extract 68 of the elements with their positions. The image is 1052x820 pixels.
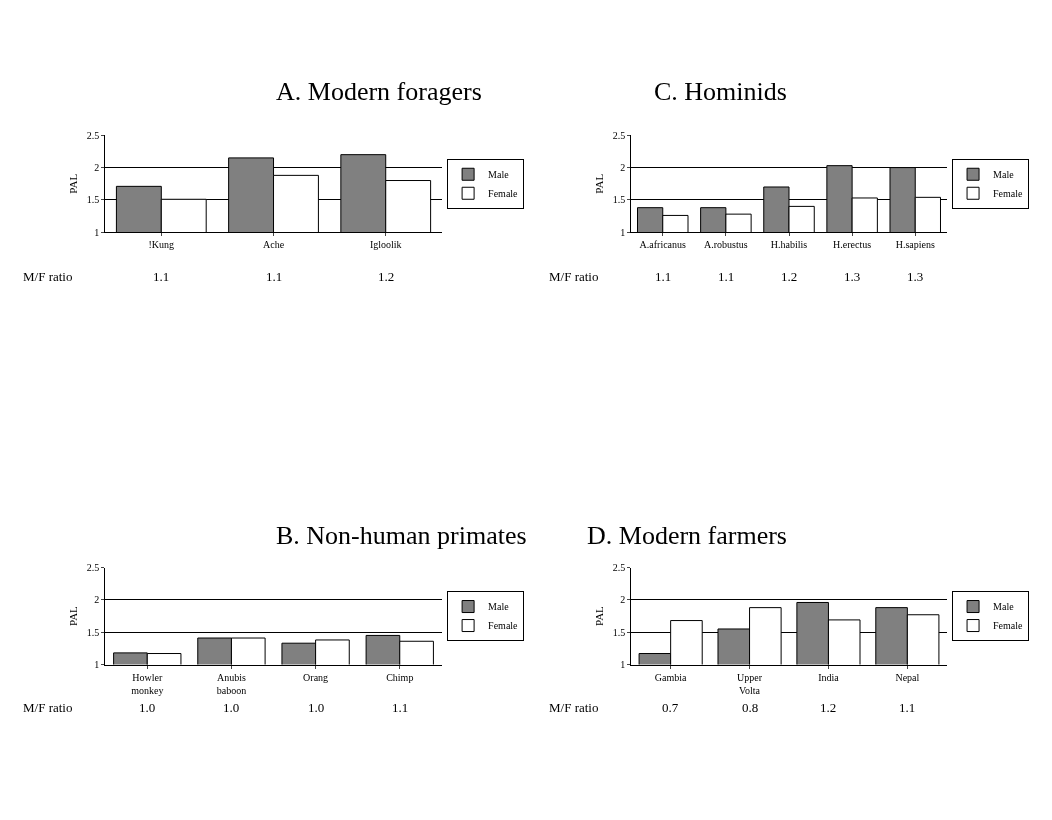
legend-label: Female bbox=[488, 620, 519, 632]
chart-title: C. Hominids bbox=[654, 77, 787, 106]
annotation: 1.1 bbox=[392, 700, 409, 715]
y-axis-title: PAL bbox=[67, 173, 80, 194]
legend-label: Male bbox=[993, 169, 1015, 181]
annotation: 1.1 bbox=[718, 269, 735, 284]
x-tick-label: Orang bbox=[303, 671, 329, 683]
legend-label: Female bbox=[993, 620, 1024, 632]
annotation: 1.0 bbox=[139, 700, 156, 715]
y-tick-label: 2 bbox=[94, 162, 100, 174]
x-tick-label: Igloolik bbox=[369, 239, 402, 251]
y-axis-title: PAL bbox=[67, 605, 80, 626]
annotation: 1.3 bbox=[844, 269, 861, 284]
y-tick-label: 1 bbox=[94, 226, 100, 238]
annotation: 0.7 bbox=[662, 700, 679, 715]
y-tick-label: 1 bbox=[94, 659, 100, 671]
annotation: 1.1 bbox=[266, 269, 283, 284]
y-tick-label: 2 bbox=[94, 594, 100, 606]
x-tick-label: Howler monkey bbox=[131, 671, 164, 696]
y-tick-label: 1 bbox=[620, 226, 626, 238]
legend-label: Female bbox=[488, 188, 519, 200]
annotation: 1.1 bbox=[153, 269, 170, 284]
chart-title: B. Non-human primates bbox=[276, 521, 527, 550]
y-tick-label: 1.5 bbox=[612, 194, 626, 206]
y-tick-label: 1.5 bbox=[86, 194, 100, 206]
annotation: 1.0 bbox=[223, 700, 240, 715]
legend-label: Male bbox=[488, 169, 510, 181]
x-tick-label: Upper Volta bbox=[737, 671, 763, 696]
x-tick-label: Gambia bbox=[654, 671, 688, 683]
annotation: 1.1 bbox=[655, 269, 672, 284]
x-tick-label: India bbox=[818, 671, 840, 683]
legend-label: Male bbox=[993, 601, 1015, 613]
annotation: 1.2 bbox=[820, 700, 837, 715]
chart-title: D. Modern farmers bbox=[587, 521, 787, 550]
x-tick-label: !Kung bbox=[148, 239, 175, 251]
x-tick-label: H.erectus bbox=[833, 239, 872, 251]
annotation: 0.8 bbox=[742, 700, 759, 715]
y-tick-label: 2.5 bbox=[86, 562, 100, 574]
y-tick-label: 2 bbox=[620, 162, 626, 174]
y-tick-label: 1 bbox=[620, 659, 626, 671]
x-tick-label: Ache bbox=[262, 239, 285, 251]
x-tick-label: Nepal bbox=[895, 671, 920, 683]
x-tick-label: H.habilis bbox=[770, 239, 808, 251]
y-tick-label: 2.5 bbox=[86, 129, 100, 141]
annotation: 1.3 bbox=[907, 269, 924, 284]
legend-label: Male bbox=[488, 601, 510, 613]
chart-title: A. Modern foragers bbox=[276, 77, 482, 106]
y-tick-label: 1.5 bbox=[86, 626, 100, 638]
y-tick-label: 2.5 bbox=[612, 129, 626, 141]
x-tick-label: Anubis baboon bbox=[216, 671, 247, 696]
x-tick-label: H.sapiens bbox=[895, 239, 935, 251]
annotation: 1.0 bbox=[308, 700, 325, 715]
annotation: 1.1 bbox=[899, 700, 916, 715]
y-tick-label: 1.5 bbox=[612, 626, 626, 638]
y-tick-label: 2.5 bbox=[612, 562, 626, 574]
annotation: 1.2 bbox=[378, 269, 395, 284]
text: M/F ratio bbox=[549, 269, 599, 284]
text: M/F ratio bbox=[23, 700, 73, 715]
text: M/F ratio bbox=[549, 700, 599, 715]
x-tick-label: A.africanus bbox=[639, 239, 687, 251]
x-tick-label: A.robustus bbox=[704, 239, 748, 251]
x-tick-label: Chimp bbox=[386, 671, 414, 683]
annotation: 1.2 bbox=[781, 269, 798, 284]
y-axis-title: PAL bbox=[593, 173, 606, 194]
text: M/F ratio bbox=[23, 269, 73, 284]
legend-label: Female bbox=[993, 188, 1024, 200]
y-axis-title: PAL bbox=[593, 605, 606, 626]
y-tick-label: 2 bbox=[620, 594, 626, 606]
